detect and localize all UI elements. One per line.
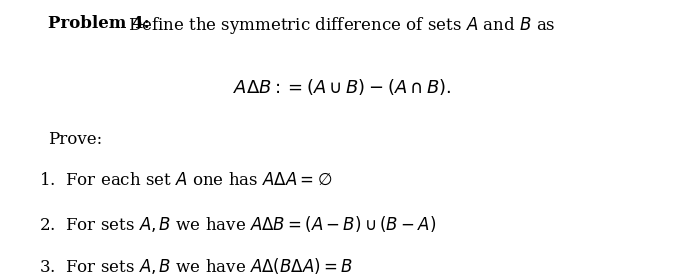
Text: 2.  For sets $A, B$ we have $A\Delta B = (A - B) \cup (B - A)$: 2. For sets $A, B$ we have $A\Delta B = … — [39, 214, 436, 234]
Text: $A\Delta B := (A \cup B) - (A \cap B).$: $A\Delta B := (A \cup B) - (A \cap B).$ — [233, 77, 451, 97]
Text: Define the symmetric difference of sets $A$ and $B$ as: Define the symmetric difference of sets … — [128, 15, 555, 36]
Text: 1.  For each set $A$ one has $A\Delta A = \emptyset$: 1. For each set $A$ one has $A\Delta A =… — [39, 172, 332, 189]
Text: Problem 4:: Problem 4: — [48, 15, 150, 32]
Text: Prove:: Prove: — [48, 130, 102, 148]
Text: 3.  For sets $A, B$ we have $A\Delta(B\Delta A) = B$: 3. For sets $A, B$ we have $A\Delta(B\De… — [39, 256, 353, 276]
